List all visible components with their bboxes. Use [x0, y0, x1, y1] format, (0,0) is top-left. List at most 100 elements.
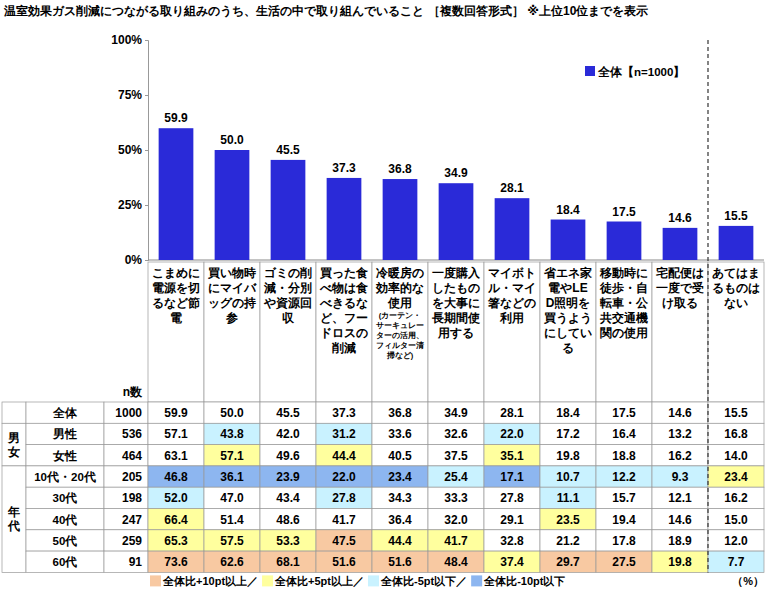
header-cell — [316, 262, 372, 402]
table-value: 63.1 — [164, 449, 188, 463]
row-label: 40代 — [53, 514, 78, 526]
table-cell — [596, 423, 652, 444]
table-cell — [372, 509, 428, 530]
table-cell — [652, 402, 708, 423]
table-cell — [316, 402, 372, 423]
row-label-cell — [26, 530, 104, 551]
table-value: 16.8 — [724, 427, 748, 441]
table-value: 65.3 — [164, 534, 188, 548]
y-tick: 50% — [118, 143, 148, 157]
table-cell — [204, 466, 260, 487]
bar — [719, 226, 754, 260]
header-cell — [260, 262, 316, 402]
table-value: 44.4 — [388, 534, 412, 548]
table-value: 32.0 — [444, 513, 468, 527]
n-cell — [104, 487, 148, 508]
table-value: 32.6 — [444, 427, 468, 441]
category-label: 一度購入したものを大事に長期間使用する — [431, 266, 481, 340]
table-value: 31.2 — [332, 427, 356, 441]
table-cell — [708, 402, 764, 423]
row-label: 60代 — [53, 556, 78, 568]
category-label: マイボトル・マイ箸などの利用 — [487, 266, 536, 325]
group-label: 年代 — [7, 505, 20, 533]
header-cell — [372, 262, 428, 402]
data-label: 45.5 — [276, 143, 300, 157]
table-cell — [708, 423, 764, 444]
table-value: 27.8 — [500, 491, 524, 505]
category-note: (カーテン・サーキュレーターの活用、フィルター清掃など) — [376, 311, 424, 360]
table-value: 37.4 — [500, 555, 524, 569]
table-value: 18.8 — [612, 449, 636, 463]
table-value: 11.1 — [557, 491, 580, 505]
table-value: 35.1 — [500, 449, 524, 463]
table-value: 14.0 — [724, 449, 748, 463]
table-cell — [708, 466, 764, 487]
category-label: 冷暖房の効率的な使用 — [375, 266, 424, 310]
table-value: 52.0 — [164, 491, 188, 505]
table-value: 43.4 — [276, 491, 300, 505]
bar — [607, 222, 642, 261]
table-value: 12.2 — [612, 470, 636, 484]
row-label-cell — [26, 445, 104, 466]
table-cell — [428, 530, 484, 551]
table-cell — [260, 509, 316, 530]
table-cell — [596, 487, 652, 508]
table-value: 13.2 — [668, 427, 692, 441]
table-cell — [540, 402, 596, 423]
table-value: 40.5 — [388, 449, 412, 463]
bar — [439, 183, 474, 260]
y-tick-mark — [145, 150, 148, 151]
table-value: 47.5 — [332, 534, 356, 548]
table-cell — [372, 402, 428, 423]
subtitle: ［複数回答形式］ ※上位10位までを表示 — [428, 4, 648, 18]
category-label: こまめに電源を切るなど節電 — [152, 266, 200, 325]
category-label: 買い物時にマイバッグの持参 — [207, 266, 257, 325]
chart-svg: 温室効果ガス削減につながる取り組みのうち、生活の中で取り組んでいること［複数回答… — [0, 0, 768, 593]
category-header: こまめに電源を切るなど節電買い物時にマイバッグの持参ゴミの削減・分別や資源回収買… — [148, 262, 764, 402]
bars — [159, 128, 754, 260]
bar — [271, 160, 306, 260]
table-value: 27.5 — [612, 555, 636, 569]
row-label-cell — [26, 466, 104, 487]
table-cell — [372, 445, 428, 466]
table-cell — [260, 466, 316, 487]
table-cell — [148, 530, 204, 551]
table-cell — [596, 466, 652, 487]
bar — [327, 178, 362, 260]
table-cell — [148, 509, 204, 530]
table-cell — [596, 445, 652, 466]
table-cell — [428, 466, 484, 487]
table-value: 12.0 — [724, 534, 748, 548]
y-tick-label: 25% — [118, 198, 142, 212]
table-value: 43.8 — [220, 427, 244, 441]
table-cell — [484, 423, 540, 444]
table-value: 22.0 — [332, 470, 356, 484]
table-cell — [652, 423, 708, 444]
n-value: 247 — [122, 513, 142, 527]
table-cell — [204, 530, 260, 551]
table-cell — [428, 445, 484, 466]
table-cell — [372, 487, 428, 508]
separator — [707, 40, 708, 572]
n-cell — [104, 530, 148, 551]
table-cell — [372, 530, 428, 551]
n-value: 205 — [122, 470, 142, 484]
header-cell — [540, 262, 596, 402]
group-cell — [2, 466, 26, 573]
bar — [495, 198, 530, 260]
table-cell — [652, 445, 708, 466]
table-cell — [484, 487, 540, 508]
table-value: 66.4 — [164, 513, 188, 527]
n-cell — [104, 445, 148, 466]
table-value: 19.8 — [668, 555, 692, 569]
unit-label: （%） — [732, 575, 764, 588]
header-cell — [148, 262, 204, 402]
table-cell — [204, 551, 260, 572]
cell-legend-label: 全体比-10pt以下 — [483, 575, 565, 587]
category-label: 省エネ家電やLED照明を買うようにしている — [543, 266, 592, 355]
table-value: 25.4 — [444, 470, 468, 484]
table-value: 14.6 — [668, 406, 692, 420]
table-cell — [316, 423, 372, 444]
y-tick: 0% — [125, 253, 148, 267]
table-value: 32.8 — [500, 534, 524, 548]
